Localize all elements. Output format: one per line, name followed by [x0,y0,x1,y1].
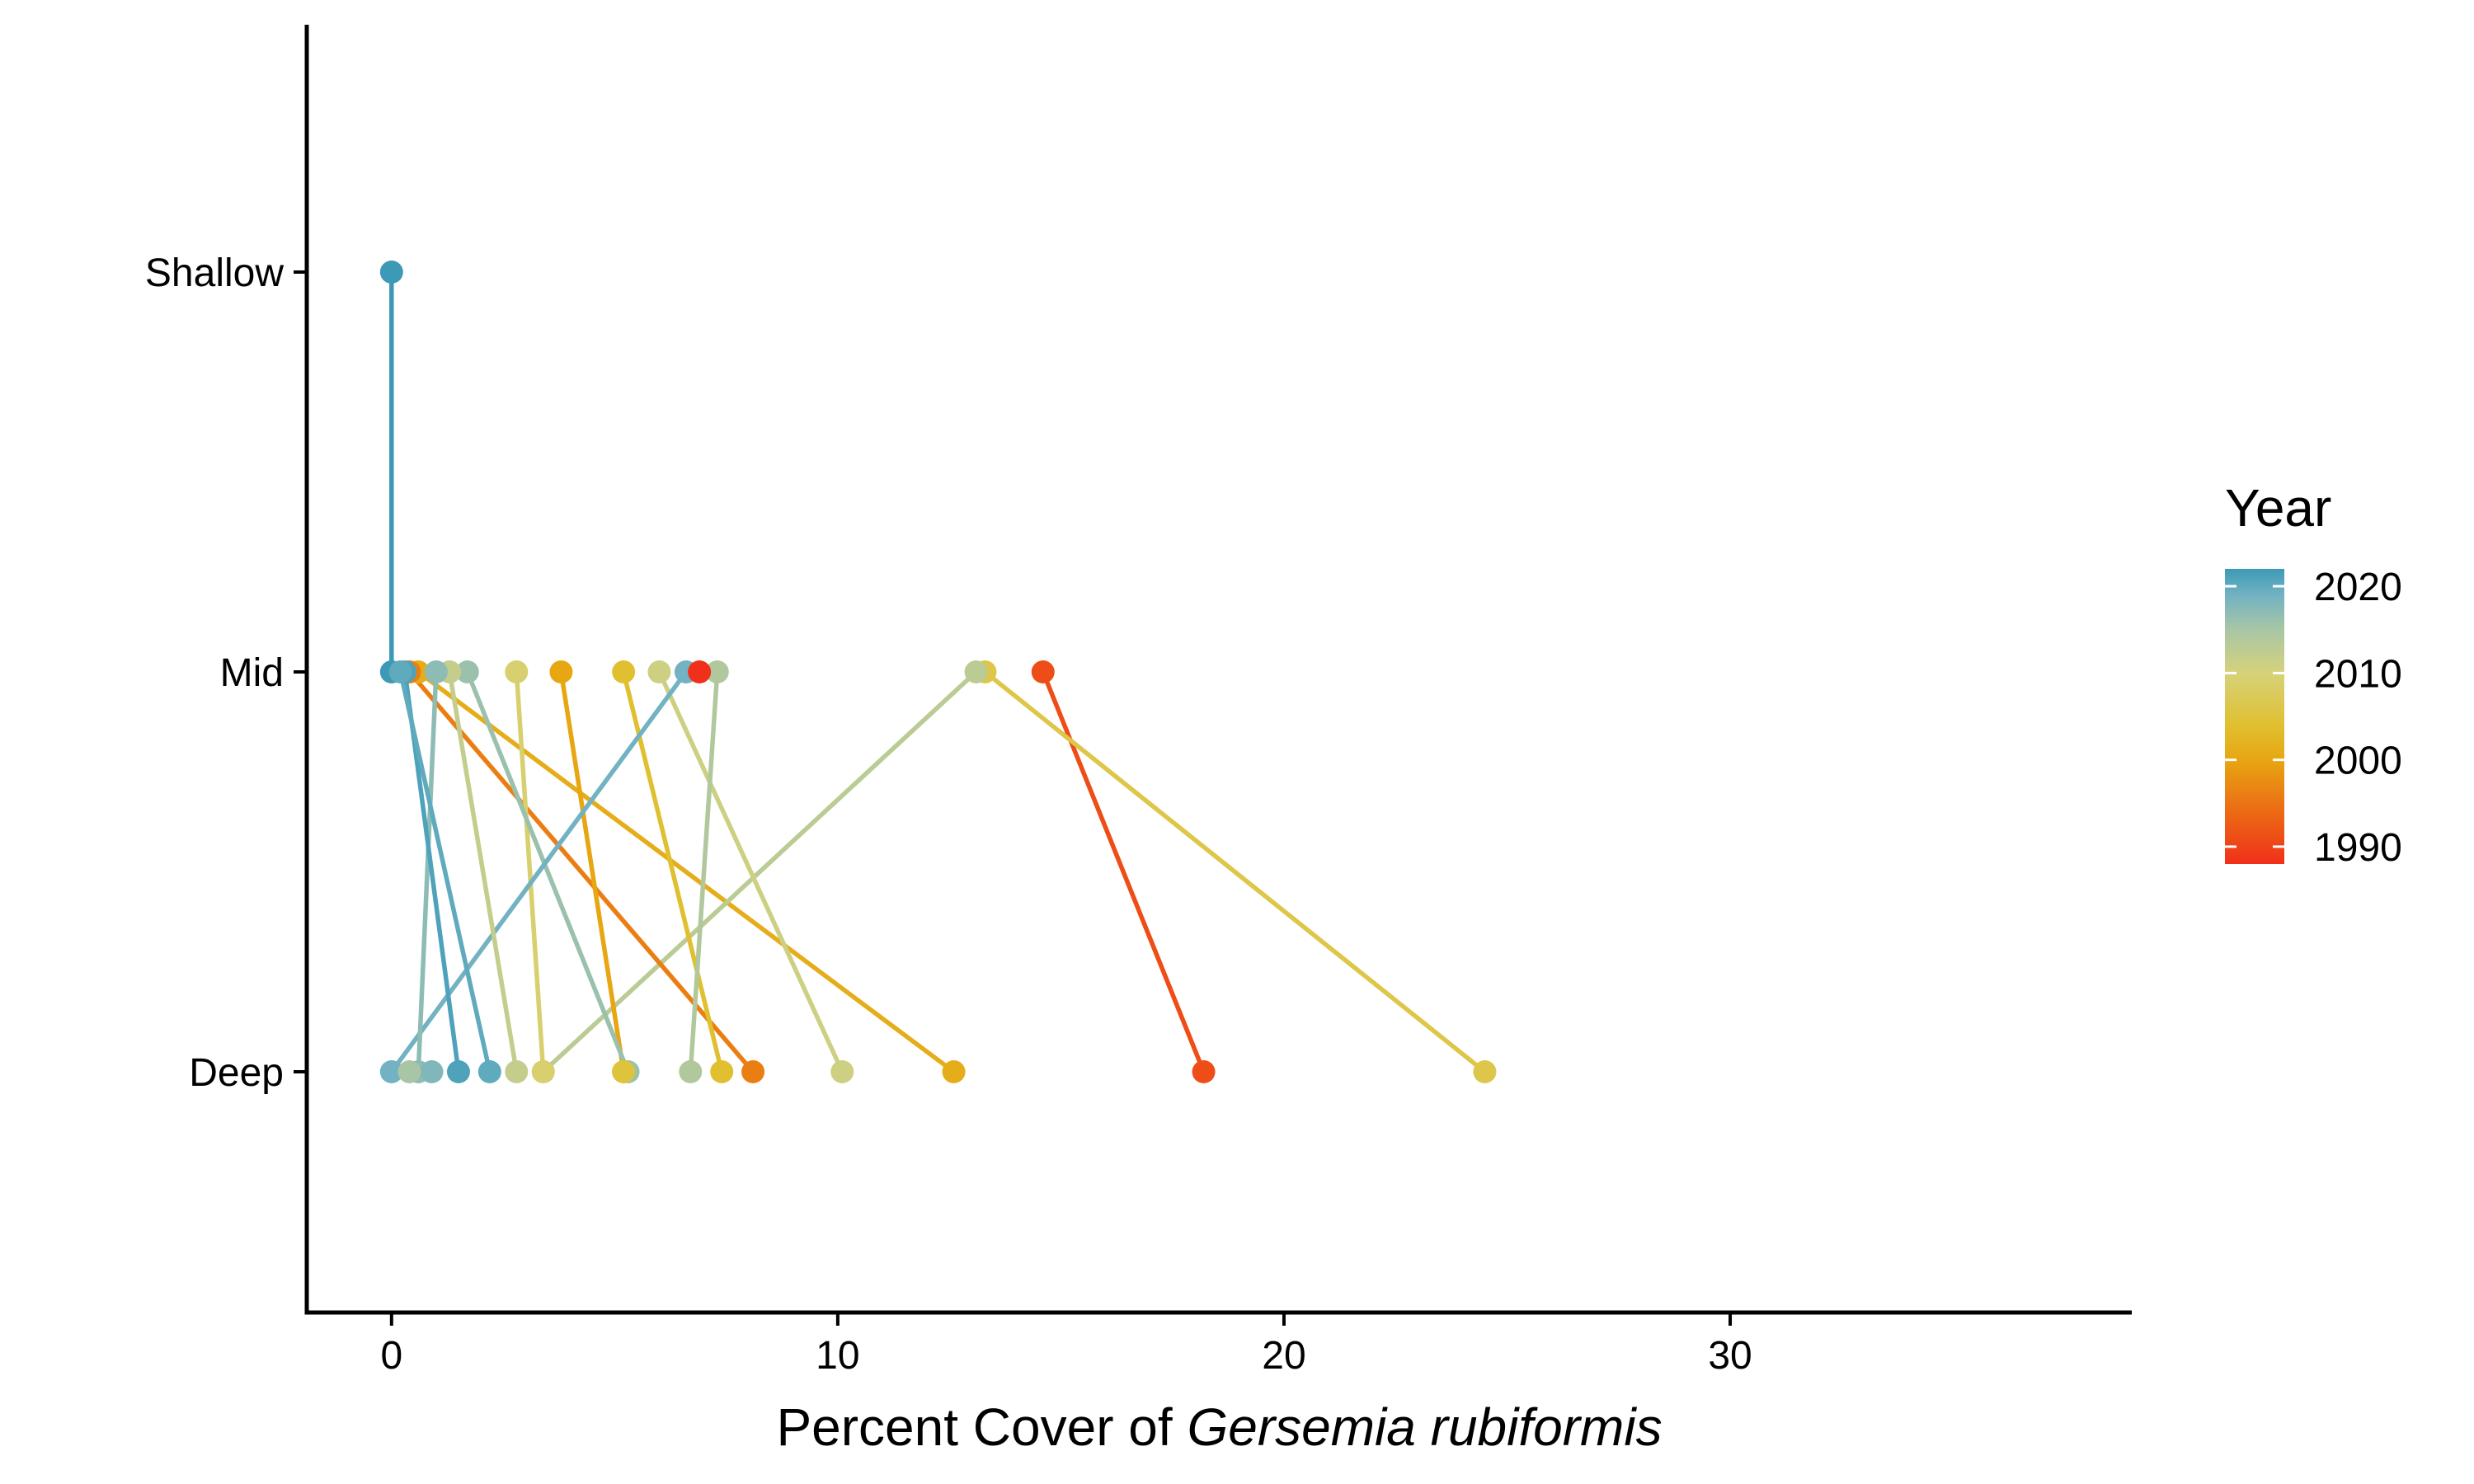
data-point-2016-mid [455,660,479,683]
data-point-1991-mid [1031,660,1055,683]
x-axis-title-species: Gersemia rubiformis [1187,1397,1662,1457]
x-axis-title: Percent Cover of Gersemia rubiformis [776,1397,1662,1457]
data-point-2009-deep [531,1060,555,1083]
data-point-2021-deep [446,1060,470,1083]
series-lines [389,272,1487,1074]
data-point-2011-mid [647,660,671,683]
axes: 0 10 20 30 Shallow Mid Deep Percent Cover of … [145,25,2132,1457]
legend-colorbar [2225,569,2284,864]
data-point-2006-deep [1473,1060,1497,1083]
legend-ticks: 2020 2010 2000 1990 [2225,566,2402,870]
series-line-2009 [514,671,546,1073]
x-tick-label: 30 [1708,1334,1752,1378]
series-line-2016 [465,670,631,1073]
data-point-2020-mid [388,660,412,683]
x-tick-label: 0 [380,1334,402,1378]
legend-tick-label: 2020 [2314,566,2402,609]
series-line-2019 [389,670,689,1073]
series-line-2001 [416,669,956,1074]
series-line-2000 [558,671,626,1073]
y-ticks: Shallow Mid Deep [145,251,307,1095]
data-point-2022-shallow [379,261,403,284]
data-point-2017-mid [424,660,448,683]
series-line-2020 [397,671,492,1073]
data-point-2019-deep [379,1060,403,1083]
series-line-2014 [688,671,720,1073]
data-point-1991-deep [1192,1060,1216,1083]
series-line-1991 [1041,670,1206,1073]
x-ticks: 0 10 20 30 [380,1313,1752,1378]
data-point-1988-mid [688,660,712,683]
data-point-2004-mid [612,660,636,683]
series-points [379,261,1497,1083]
series-line-2013 [541,669,978,1074]
y-tick-label: Mid [220,651,284,695]
data-point-1996-deep [741,1060,765,1083]
plot-area [379,261,1497,1083]
data-point-2020-deep [477,1060,501,1083]
data-point-2015-deep [397,1060,421,1083]
x-axis-title-prefix: Percent Cover of [776,1397,1187,1457]
data-point-2005-deep [612,1060,636,1083]
data-point-2001-deep [942,1060,966,1083]
data-point-2000-mid [549,660,573,683]
y-tick-label: Deep [189,1051,284,1095]
series-line-2006 [983,669,1487,1074]
x-tick-label: 20 [1262,1334,1305,1378]
data-point-2014-mid [705,660,729,683]
data-point-2004-deep [710,1060,734,1083]
y-tick-label: Shallow [145,251,284,295]
legend-tick-label: 1990 [2314,826,2402,870]
data-point-2013-mid [964,660,988,683]
x-tick-label: 10 [816,1334,859,1378]
data-point-2018-deep [420,1060,444,1083]
data-point-2011-deep [830,1060,854,1083]
legend: Year 2020 2010 2000 1990 [2225,478,2402,870]
legend-tick-label: 2000 [2314,740,2402,783]
data-point-2012-deep [505,1060,529,1083]
legend-title: Year [2225,478,2331,538]
data-point-2014-deep [679,1060,703,1083]
series-line-2012 [447,671,520,1073]
series-line-2011 [656,670,844,1073]
legend-tick-label: 2010 [2314,652,2402,696]
series-line-2004 [621,671,724,1073]
data-point-2009-mid [505,660,529,683]
series-line-2017 [416,671,439,1073]
